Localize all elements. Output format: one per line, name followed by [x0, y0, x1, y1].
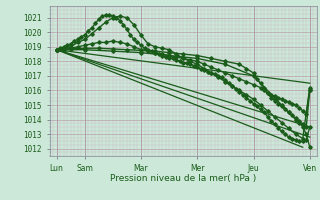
X-axis label: Pression niveau de la mer( hPa ): Pression niveau de la mer( hPa )	[110, 174, 256, 183]
